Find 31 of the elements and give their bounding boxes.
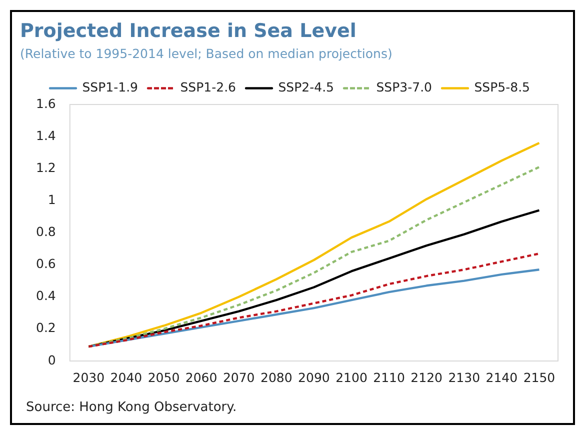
- x-tick-label: 2100: [336, 370, 368, 385]
- legend-label: SSP1-1.9: [82, 80, 138, 94]
- y-tick-label: 0.8: [36, 224, 56, 239]
- x-tick-label: 2050: [148, 370, 180, 385]
- y-tick-label: 1: [48, 192, 56, 207]
- x-tick-label: 2060: [185, 370, 218, 385]
- x-tick-label: 2070: [222, 370, 255, 385]
- x-tick-label: 2140: [486, 370, 518, 385]
- x-tick-label: 2120: [410, 370, 443, 385]
- x-tick-label: 2090: [298, 370, 330, 385]
- y-tick-label: 0.4: [36, 288, 56, 304]
- x-tick-label: 2150: [523, 370, 556, 385]
- y-tick-label: 0: [48, 352, 56, 368]
- legend-label: SSP3-7.0: [376, 80, 432, 94]
- chart-title: Projected Increase in Sea Level: [20, 20, 356, 42]
- source-note: Source: Hong Kong Observatory.: [26, 400, 237, 415]
- y-tick-label: 0.2: [36, 320, 56, 336]
- legend-label: SSP2-4.5: [278, 80, 334, 94]
- legend-label: SSP5-8.5: [474, 80, 530, 94]
- line-series: [88, 252, 540, 348]
- chart-subtitle: (Relative to 1995-2014 level; Based on median projections): [20, 46, 392, 61]
- x-tick-label: 2110: [373, 370, 405, 385]
- y-tick-label: 1.2: [36, 160, 56, 175]
- x-tick-label: 2040: [110, 370, 142, 385]
- y-tick-label: 1.4: [36, 128, 56, 143]
- y-tick-label: 0.6: [36, 256, 56, 272]
- y-tick-label: 1.6: [36, 96, 56, 111]
- x-tick-label: 2080: [260, 370, 292, 385]
- legend-label: SSP1-2.6: [180, 80, 236, 94]
- x-tick-label: 2030: [72, 370, 105, 385]
- x-tick-label: 2130: [448, 370, 480, 385]
